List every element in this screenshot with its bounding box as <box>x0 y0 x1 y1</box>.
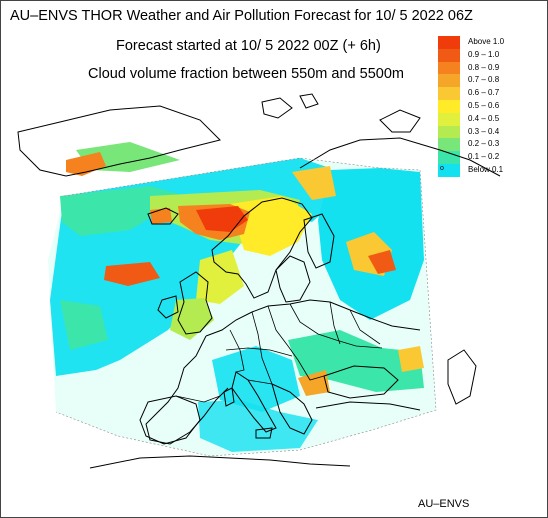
country-borders <box>175 301 383 403</box>
field-description-label: Cloud volume fraction between 550m and 5… <box>88 66 404 82</box>
cloud-fraction-field <box>48 142 436 456</box>
legend-label: Below 0.1 <box>468 164 504 174</box>
legend-swatch <box>438 36 460 49</box>
legend-label: 0.1 – 0.2 <box>468 152 500 162</box>
legend-label: Above 1.0 <box>468 37 505 46</box>
legend-swatch <box>438 138 460 152</box>
legend-swatch <box>438 87 460 100</box>
legend-row: 0.4 – 0.5 <box>438 112 544 126</box>
legend-row: 0.5 – 0.6 <box>438 99 544 113</box>
legend-row: 0.3 – 0.4 <box>438 125 544 139</box>
color-legend: Above 1.0 0.9 – 1.0 0.8 – 0.9 0.7 – 0.8 … <box>438 36 544 177</box>
legend-swatch <box>438 61 460 75</box>
legend-swatch <box>438 99 460 113</box>
legend-row: 0.7 – 0.8 <box>438 74 544 88</box>
legend-row: 0.8 – 0.9 <box>438 61 544 75</box>
legend-swatch: o <box>438 163 460 177</box>
legend-label: 0.7 – 0.8 <box>468 75 500 85</box>
legend-swatch <box>438 112 460 126</box>
legend-swatch <box>438 74 460 88</box>
forecast-start-label: Forecast started at 10/ 5 2022 00Z (+ 6h… <box>116 38 381 54</box>
legend-row: Above 1.0 <box>438 36 544 49</box>
legend-swatch <box>438 48 460 62</box>
legend-label: 0.8 – 0.9 <box>468 62 500 72</box>
legend-label: 0.3 – 0.4 <box>468 126 500 136</box>
legend-label: 0.6 – 0.7 <box>468 88 500 98</box>
legend-marker: o <box>440 164 444 172</box>
legend-row: o Below 0.1 <box>438 163 544 177</box>
legend-label: 0.2 – 0.3 <box>468 139 500 149</box>
legend-label: 0.5 – 0.6 <box>468 100 500 110</box>
legend-label: 0.4 – 0.5 <box>468 113 500 123</box>
coastlines <box>17 93 501 469</box>
credit-label: AU–ENVS <box>418 498 470 510</box>
legend-label: 0.9 – 1.0 <box>468 49 500 59</box>
legend-row: 0.6 – 0.7 <box>438 87 544 100</box>
model-domain-outline <box>55 157 437 457</box>
forecast-title: AU–ENVS THOR Weather and Air Pollution F… <box>10 8 473 24</box>
legend-row: 0.9 – 1.0 <box>438 48 544 62</box>
legend-swatch <box>438 125 460 139</box>
legend-row: 0.2 – 0.3 <box>438 138 544 152</box>
